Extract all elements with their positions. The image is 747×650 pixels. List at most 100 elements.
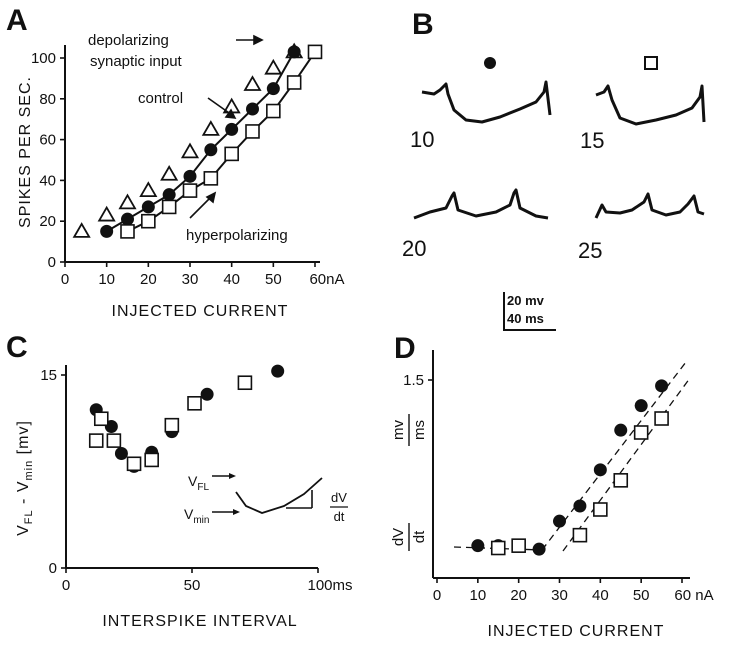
point-a-series1 <box>246 102 259 116</box>
point-a-series0 <box>264 58 283 75</box>
svg-text:dt: dt <box>411 530 428 543</box>
point-a-series2 <box>266 103 281 119</box>
trace-25 <box>594 192 705 219</box>
panel-a-axes <box>64 45 320 263</box>
panel-a-fit-lines <box>106 51 316 233</box>
x-tick-label: 20 <box>510 587 527 604</box>
x-tick-label: 30 <box>182 271 199 288</box>
point-a-series2 <box>161 199 177 215</box>
svg-text:Vmin: Vmin <box>184 506 209 526</box>
y-tick-label: 60 <box>39 132 56 149</box>
panel-a-y-label: SPIKES PER SEC. <box>17 76 34 228</box>
point-d-series0 <box>553 514 566 528</box>
y-tick-label: 0 <box>49 560 57 577</box>
y-tick-label: 100 <box>31 50 56 67</box>
panel-c-axes <box>65 365 318 569</box>
panel-b-hyper-marker <box>644 56 658 70</box>
svg-text:mv: mv <box>390 420 407 440</box>
scale-bar-time: 40 ms <box>507 311 544 326</box>
point-d-series1 <box>511 538 526 553</box>
point-c-series1 <box>144 452 159 468</box>
y-tick-label: 15 <box>40 367 57 384</box>
point-a-series0 <box>97 205 116 222</box>
point-d-series1 <box>654 411 669 426</box>
panel-a-x-label: INJECTED CURRENT <box>112 303 289 320</box>
point-a-series1 <box>100 224 114 238</box>
x-tick-label: 50 <box>184 577 201 594</box>
series-line-2 <box>127 51 316 233</box>
panel-d-data-points <box>471 379 669 556</box>
panel-c-x-label: INTERSPIKE INTERVAL <box>102 613 297 630</box>
panel-a-ticks: 0 10 20 30 40 50 60nA 0 20 40 60 80 100 <box>31 50 345 288</box>
point-a-series1 <box>121 212 134 226</box>
panel-d-x-label: INJECTED CURRENT <box>488 623 665 640</box>
y-tick-label: 1.5 <box>403 372 424 389</box>
panel-c-y-label: VFL - Vmin [mv] <box>15 420 35 536</box>
trace-label-25: 25 <box>578 238 602 263</box>
point-c-series1 <box>237 375 253 391</box>
point-a-series0 <box>180 142 200 159</box>
svg-text:VFL: VFL <box>188 473 209 493</box>
y-tick-label: 40 <box>39 172 56 189</box>
panel-d-y-unit: mv ms <box>390 414 428 446</box>
x-tick-label: 0 <box>62 577 70 594</box>
point-a-series1 <box>204 143 218 157</box>
point-a-series2 <box>203 171 219 186</box>
trace-20 <box>413 188 549 220</box>
point-d-series0 <box>614 423 628 437</box>
trace-label-10: 10 <box>410 127 434 152</box>
x-tick-label: 40 <box>592 587 609 604</box>
x-tick-label: 10 <box>98 271 115 288</box>
point-a-series2 <box>224 146 239 162</box>
point-a-series1 <box>266 82 280 96</box>
point-d-series1 <box>490 540 506 556</box>
point-d-series0 <box>634 399 648 413</box>
point-d-series0 <box>655 379 669 393</box>
panel-d-ticks: 0 10 20 30 40 50 60 nA 1.5 <box>403 372 713 604</box>
panel-b-control-marker <box>484 57 496 69</box>
point-c-series1 <box>164 417 180 433</box>
panel-c-ticks: 0 50 100ms 0 15 <box>40 367 352 594</box>
point-a-series1 <box>183 169 197 183</box>
point-c-series1 <box>106 433 122 448</box>
y-tick-label: 0 <box>48 254 56 271</box>
point-a-series2 <box>182 183 198 198</box>
trace-label-20: 20 <box>402 236 426 261</box>
point-a-series1 <box>225 122 239 136</box>
x-tick-label: 0 <box>61 271 69 288</box>
panel-label-c: C <box>6 331 28 364</box>
svg-text:ms: ms <box>411 420 428 440</box>
point-c-series0 <box>200 387 214 401</box>
point-a-series0 <box>201 120 220 136</box>
x-tick-label: 50 <box>265 271 282 288</box>
annotation-hyperpolarizing: hyperpolarizing <box>186 227 288 244</box>
svg-text:dV: dV <box>390 528 407 546</box>
point-d-series0 <box>593 463 607 477</box>
x-tick-label: 20 <box>140 271 157 288</box>
scale-bar-voltage: 20 mv <box>507 293 545 308</box>
svg-text:dV: dV <box>331 490 347 505</box>
point-c-series1 <box>187 396 202 411</box>
point-d-series1 <box>572 527 588 543</box>
x-tick-label: 30 <box>551 587 568 604</box>
point-c-series0 <box>271 364 285 378</box>
x-tick-label: 100ms <box>307 577 352 594</box>
panel-c-data-points <box>88 364 285 473</box>
point-a-series0 <box>243 75 262 91</box>
point-a-series2 <box>141 213 156 229</box>
point-c-series1 <box>88 433 104 448</box>
point-a-series0 <box>160 164 179 181</box>
point-d-series1 <box>613 473 629 488</box>
panel-d-fit-lines <box>453 361 691 552</box>
point-a-series2 <box>120 224 135 239</box>
point-a-series1 <box>287 45 301 59</box>
x-tick-label: 0 <box>433 587 441 604</box>
point-a-series1 <box>141 200 155 214</box>
point-a-series0 <box>139 181 158 197</box>
y-tick-label: 80 <box>39 91 56 108</box>
point-c-series1 <box>93 411 109 427</box>
annotation-depolarizing: depolarizing <box>88 32 169 49</box>
point-a-series2 <box>245 124 260 139</box>
point-c-series1 <box>126 456 142 472</box>
